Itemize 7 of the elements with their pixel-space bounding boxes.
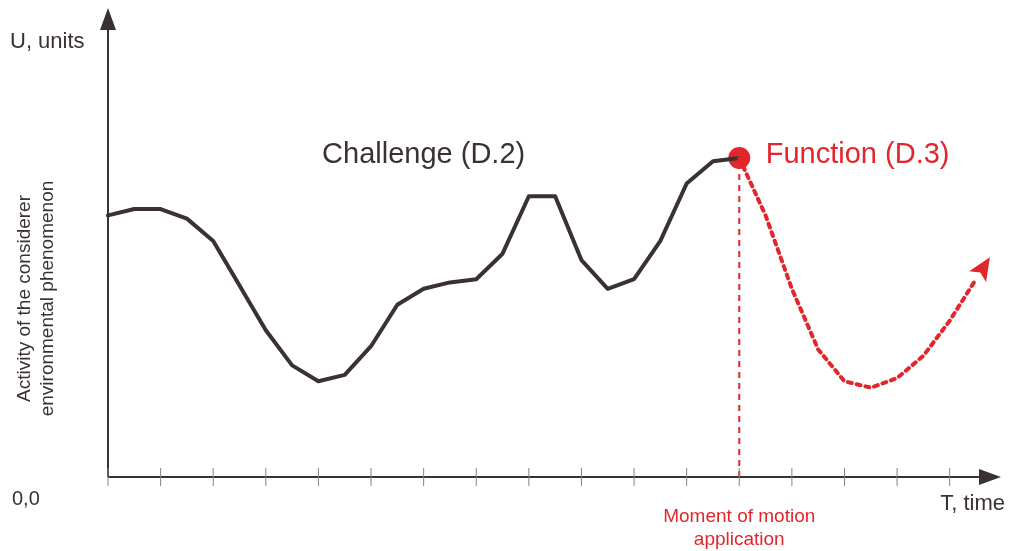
series-label: Function (D.3)	[765, 137, 950, 169]
x-axis-title: T, time	[940, 490, 1005, 515]
series-label: Challenge (D.2)	[322, 137, 526, 169]
text: Moment of motion application	[663, 505, 816, 549]
y-axis-title: Activity of the considerer environmental phenomenon	[13, 180, 57, 417]
text: U, units	[10, 28, 85, 53]
text: 0,0	[12, 487, 40, 509]
